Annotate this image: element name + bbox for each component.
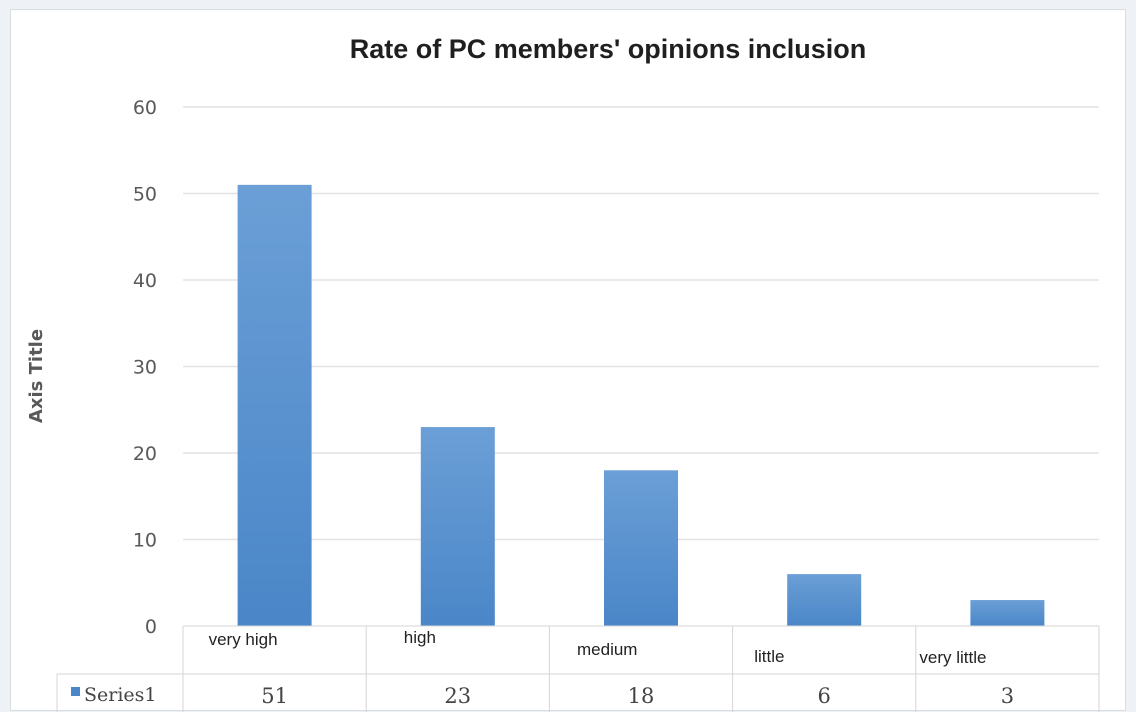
bar-very-high xyxy=(237,184,312,626)
legend-swatch xyxy=(71,687,80,696)
category-label: very high xyxy=(209,630,278,649)
gridlines xyxy=(183,106,1099,541)
data-label: 18 xyxy=(628,684,655,708)
y-tick-label: 50 xyxy=(133,184,157,206)
category-label: little xyxy=(754,647,784,666)
bar-very-little xyxy=(970,600,1045,626)
bar-chart: Rate of PC members' opinions inclusion A… xyxy=(26,34,1100,712)
bar-little xyxy=(787,574,862,626)
chart-panel: Rate of PC members' opinions inclusion A… xyxy=(10,9,1126,712)
data-label: 6 xyxy=(818,684,831,708)
category-label: very little xyxy=(919,648,986,667)
bar-medium xyxy=(604,470,678,626)
data-label: 23 xyxy=(444,684,471,708)
bar-high xyxy=(420,427,495,626)
data-label: 51 xyxy=(261,684,288,708)
y-tick-label: 60 xyxy=(133,97,157,119)
y-tick-label: 0 xyxy=(145,616,157,638)
bars xyxy=(237,184,1045,626)
y-tick-label: 40 xyxy=(133,270,157,292)
category-label: high xyxy=(404,628,436,647)
y-tick-labels: 0 10 20 30 40 50 60 xyxy=(133,97,157,638)
y-tick-label: 10 xyxy=(133,530,157,552)
y-axis-title: Axis Title xyxy=(26,329,47,423)
chart-title: Rate of PC members' opinions inclusion xyxy=(350,34,867,64)
legend-label: Series1 xyxy=(84,684,157,706)
category-label: medium xyxy=(577,640,637,659)
data-table: very high high medium little very little 51 23… xyxy=(56,625,1100,712)
y-tick-label: 20 xyxy=(133,443,157,465)
data-label: 3 xyxy=(1001,684,1014,708)
y-tick-label: 30 xyxy=(133,357,157,379)
